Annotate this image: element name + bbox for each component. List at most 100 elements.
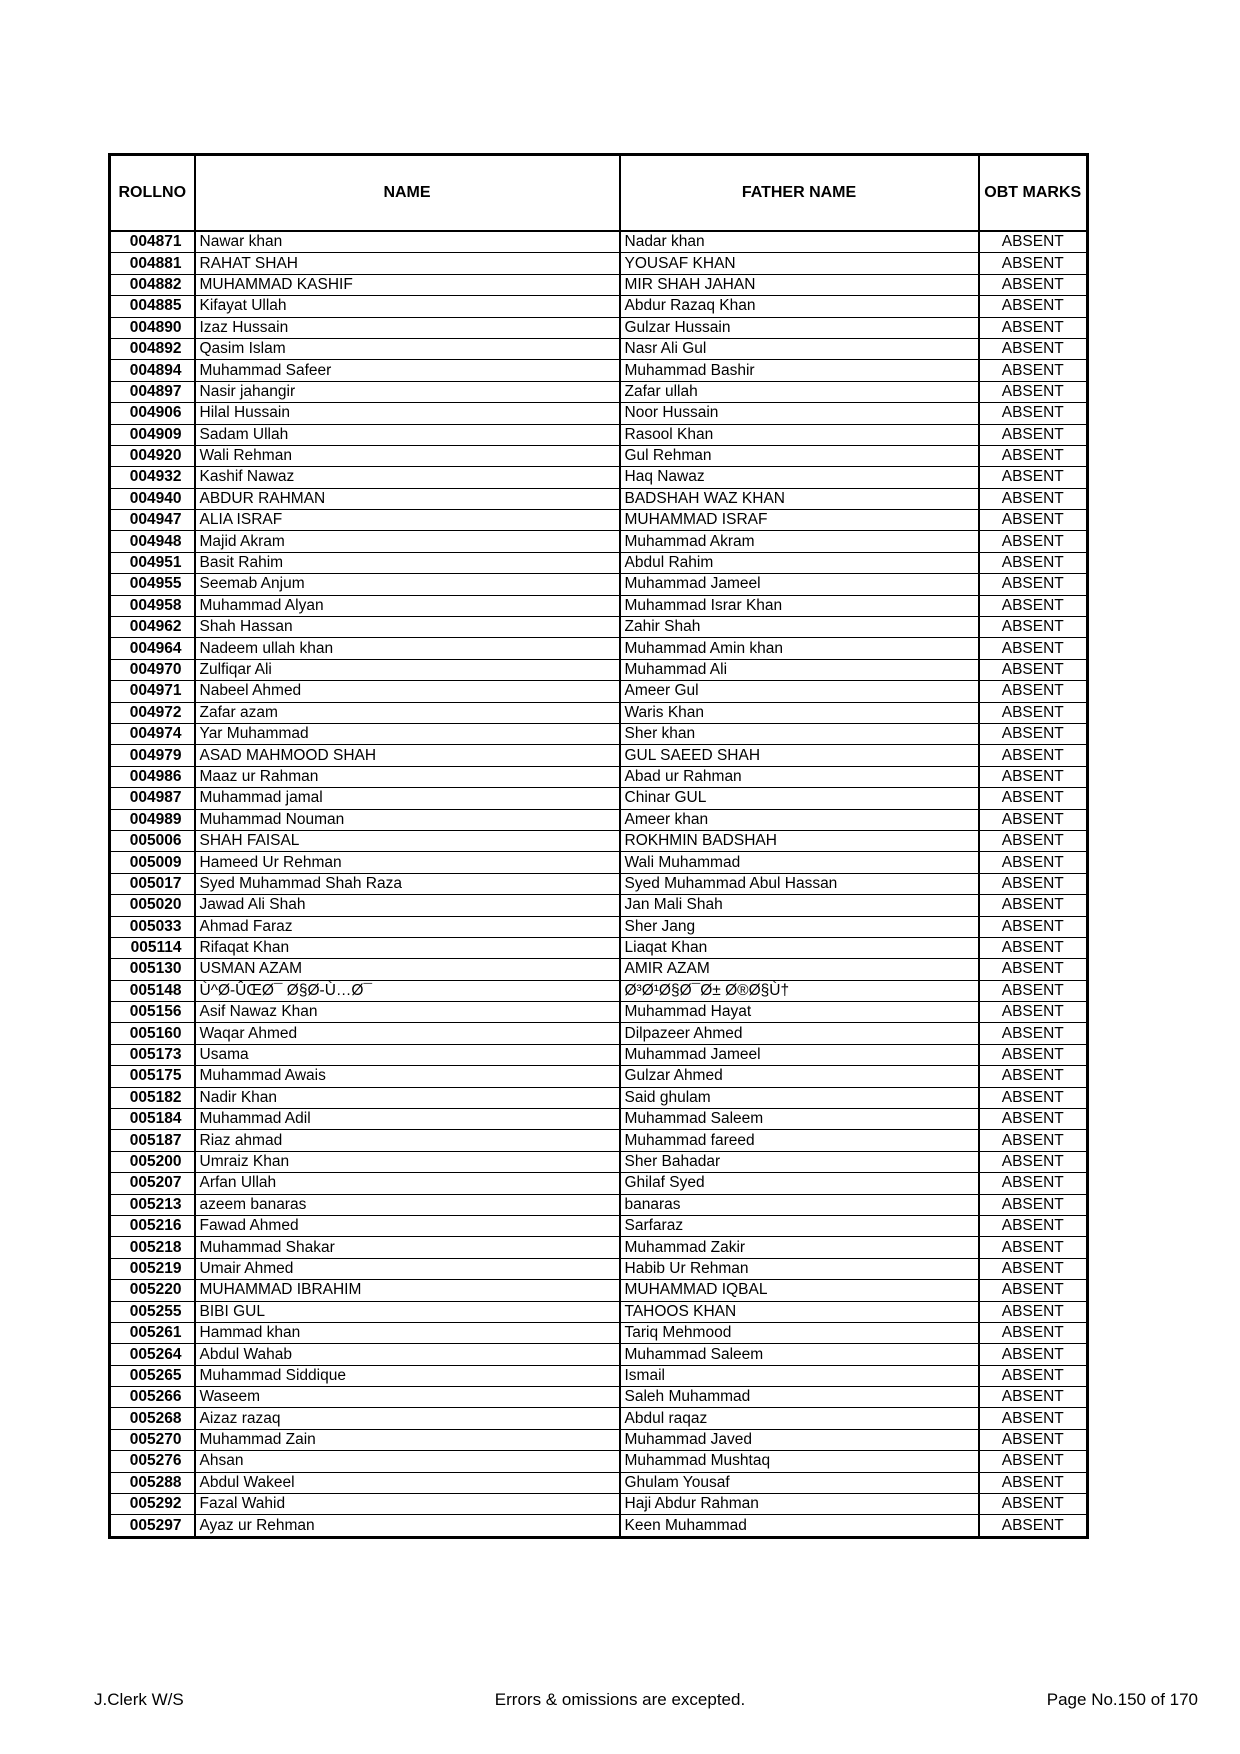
table-row: 004885 Kifayat Ullah Abdur Razaq Khan ABSEN… [108, 295, 1089, 318]
table-row: 005220 MUHAMMAD IBRAHIM MUHAMMAD IQBAL ABSE… [108, 1279, 1089, 1302]
table-cell: 004974 [108, 723, 196, 746]
table-cell: Basit Rahim [193, 552, 621, 575]
table-cell: Yar Muhammad [193, 723, 621, 746]
table-cell: ABSENT [977, 851, 1089, 874]
table-cell: 004947 [108, 509, 196, 532]
table-cell: 005006 [108, 830, 196, 853]
table-cell: ABSENT [977, 1065, 1089, 1088]
table-cell: Abdul Wakeel [193, 1472, 621, 1495]
table-cell: 004882 [108, 274, 196, 297]
table-cell: Sher Bahadar [618, 1151, 980, 1174]
table-cell: 005268 [108, 1407, 196, 1430]
table-cell: Nadar khan [618, 231, 980, 254]
table-cell: ABSENT [977, 1022, 1089, 1045]
table-cell: Keen Muhammad [618, 1514, 980, 1538]
table-cell: ABSENT [977, 937, 1089, 960]
table-row: 004890 Izaz Hussain Gulzar Hussain ABSENT [108, 317, 1089, 339]
table-cell: Hilal Hussain [193, 402, 621, 425]
table-cell: ABSENT [977, 723, 1089, 746]
table-cell: 004906 [108, 402, 196, 425]
table-cell: ABSENT [977, 274, 1089, 297]
table-cell: Gul Rehman [618, 445, 980, 468]
table-cell: ABSENT [977, 424, 1089, 446]
table-cell: 004932 [108, 466, 196, 489]
table-cell: Izaz Hussain [193, 317, 621, 339]
table-cell: Ghulam Yousaf [618, 1472, 980, 1495]
table-cell: Ameer Gul [618, 680, 980, 703]
table-cell: Majid Akram [193, 530, 621, 553]
table-cell: Umraiz Khan [193, 1151, 621, 1174]
table-cell: Muhammad Shakar [193, 1236, 621, 1259]
table-cell: 005156 [108, 1001, 196, 1024]
table-row: 005006 SHAH FAISAL ROKHMIN BADSHAH ABSENT [108, 830, 1089, 853]
table-row: 005020 Jawad Ali Shah Jan Mali Shah ABSENT [108, 894, 1089, 917]
table-cell: 004972 [108, 702, 196, 724]
table-row: 005266 Waseem Saleh Muhammad ABSENT [108, 1386, 1089, 1409]
table-row: 005187 Riaz ahmad Muhammad fareed ABSENT [108, 1129, 1089, 1152]
table-cell: 004909 [108, 424, 196, 446]
table-cell: ABSENT [977, 1108, 1089, 1131]
table-cell: Muhammad fareed [618, 1129, 980, 1152]
table-cell: ABSENT [977, 616, 1089, 639]
table-cell: MUHAMMAD IQBAL [618, 1279, 980, 1302]
table-cell: 004986 [108, 766, 196, 789]
table-cell: 004894 [108, 359, 196, 382]
table-cell: RAHAT SHAH [193, 252, 621, 275]
table-cell: 005261 [108, 1322, 196, 1345]
table-row: 004881 RAHAT SHAH YOUSAF KHAN ABSENT [108, 252, 1089, 275]
column-header: OBT MARKS [977, 153, 1089, 232]
table-cell: Sher khan [618, 723, 980, 746]
table-cell: Maaz ur Rahman [193, 766, 621, 789]
table-cell: Aizaz razaq [193, 1407, 621, 1430]
table-cell: Waris Khan [618, 702, 980, 724]
table-cell: Kifayat Ullah [193, 295, 621, 318]
table-cell: ABSENT [977, 1365, 1089, 1388]
footer-right: Page No.150 of 170 [1046, 1690, 1198, 1709]
table-row: 004979 ASAD MAHMOOD SHAH GUL SAEED SHAH ABS… [108, 744, 1089, 767]
table-cell: 004987 [108, 787, 196, 810]
table-row: 004951 Basit Rahim Abdul Rahim ABSENT [108, 552, 1089, 575]
table-row: 004932 Kashif Nawaz Haq Nawaz ABSENT [108, 466, 1089, 489]
table-cell: Muhammad Hayat [618, 1001, 980, 1024]
table-cell: USMAN AZAM [193, 958, 621, 981]
table-cell: ABSENT [977, 637, 1089, 660]
table-cell: Abdur Razaq Khan [618, 295, 980, 318]
table-cell: ABSENT [977, 1001, 1089, 1024]
table-cell: Jawad Ali Shah [193, 894, 621, 917]
table-cell: ABSENT [977, 1514, 1089, 1538]
table-cell: Fawad Ahmed [193, 1215, 621, 1238]
table-cell: Ù^Ø-ÛŒØ¯ Ø§Ø-Ù…Ø¯ [193, 980, 621, 1003]
table-cell: Muhammad Alyan [193, 595, 621, 618]
table-cell: Muhammad jamal [193, 787, 621, 810]
table-cell: 005009 [108, 851, 196, 874]
table-cell: ABSENT [977, 680, 1089, 703]
table-row: 005207 Arfan Ullah Ghilaf Syed ABSENT [108, 1172, 1089, 1195]
table-row: 004970 Zulfiqar Ali Muhammad Ali ABSENT [108, 659, 1089, 682]
table-row: 005218 Muhammad Shakar Muhammad Zakir ABSEN… [108, 1236, 1089, 1259]
table-cell: Muhammad Siddique [193, 1365, 621, 1388]
table-cell: 004940 [108, 488, 196, 511]
table-cell: ABSENT [977, 1386, 1089, 1409]
table-row: 004894 Muhammad Safeer Muhammad Bashir ABSE… [108, 359, 1089, 382]
table-cell: Syed Muhammad Abul Hassan [618, 873, 980, 896]
header-row: ROLLNO NAME FATHER NAME OBT MARKS [108, 153, 1089, 232]
table-row: 004948 Majid Akram Muhammad Akram ABSENT [108, 530, 1089, 553]
table-cell: 005264 [108, 1343, 196, 1366]
table-cell: 005297 [108, 1514, 196, 1538]
table-cell: Kashif Nawaz [193, 466, 621, 489]
table-cell: BIBI GUL [193, 1301, 621, 1323]
table-cell: 005017 [108, 873, 196, 896]
table-cell: 004962 [108, 616, 196, 639]
table-cell: Shah Hassan [193, 616, 621, 639]
table-row: 004906 Hilal Hussain Noor Hussain ABSENT [108, 402, 1089, 425]
table-cell: Muhammad Zakir [618, 1236, 980, 1259]
table-cell: Waseem [193, 1386, 621, 1409]
table-cell: ABSENT [977, 252, 1089, 275]
table-cell: ABSENT [977, 1493, 1089, 1516]
table-row: 004986 Maaz ur Rahman Abad ur Rahman ABSENT [108, 766, 1089, 789]
table-cell: 004979 [108, 744, 196, 767]
table-cell: 004989 [108, 809, 196, 831]
table-cell: Nabeel Ahmed [193, 680, 621, 703]
table-cell: Muhammad Saleem [618, 1108, 980, 1131]
table-cell: Zafar azam [193, 702, 621, 724]
